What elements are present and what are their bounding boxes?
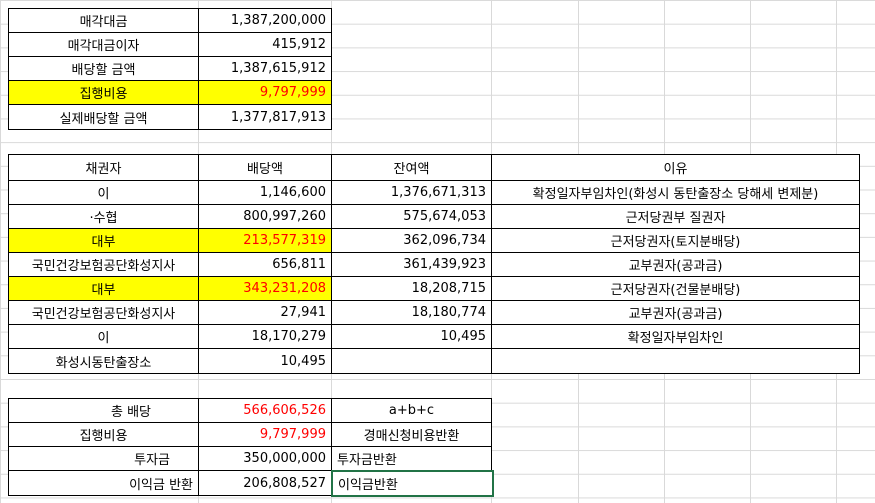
totals-note-cell[interactable]: 경매신청비용반환 — [331, 422, 492, 447]
amount-cell[interactable]: 343,231,208 — [198, 276, 332, 301]
amount-cell[interactable]: 27,941 — [198, 300, 332, 325]
remaining-cell[interactable]: 10,495 — [331, 324, 492, 349]
reason-cell[interactable]: 근저당권자(건물분배당) — [491, 276, 860, 301]
reason-cell[interactable]: 근저당권부 질권자 — [491, 204, 860, 229]
reason-cell[interactable]: 교부권자(공과금) — [491, 252, 860, 277]
creditor-cell[interactable]: 이 — [8, 324, 199, 349]
reason-cell[interactable]: 확정일자부임차인(화성시 동탄출장소 당해세 변제분) — [491, 180, 860, 205]
selected-cell[interactable]: 이익금반환 — [331, 470, 494, 497]
summary-value-cell[interactable]: 1,377,817,913 — [198, 104, 332, 130]
totals-label-cell[interactable]: 총 배당 — [8, 398, 199, 423]
summary-label-cell[interactable]: 매각대금 — [8, 8, 199, 33]
creditor-cell[interactable]: 국민건강보험공단화성지사 — [8, 300, 199, 325]
amount-cell[interactable]: 800,997,260 — [198, 204, 332, 229]
amount-cell[interactable]: 18,170,279 — [198, 324, 332, 349]
reason-cell[interactable]: 확정일자부임차인 — [491, 324, 860, 349]
summary-label-cell[interactable]: 배당할 금액 — [8, 56, 199, 81]
creditor-cell[interactable]: 화성시동탄출장소 — [8, 348, 199, 374]
remaining-cell[interactable]: 362,096,734 — [331, 228, 492, 253]
summary-value-cell[interactable]: 415,912 — [198, 32, 332, 57]
amount-cell[interactable]: 213,577,319 — [198, 228, 332, 253]
header-cell-creditor[interactable]: 채권자 — [8, 154, 199, 181]
totals-value-cell[interactable]: 350,000,000 — [198, 446, 332, 471]
summary-value-cell[interactable]: 1,387,615,912 — [198, 56, 332, 81]
totals-label-cell[interactable]: 이익금 반환 — [8, 470, 199, 496]
remaining-cell[interactable] — [331, 348, 492, 374]
amount-cell[interactable]: 656,811 — [198, 252, 332, 277]
header-cell-remaining[interactable]: 잔여액 — [331, 154, 492, 181]
totals-note-cell[interactable]: 투자금반환 — [331, 446, 492, 471]
reason-cell[interactable]: 근저당권자(토지분배당) — [491, 228, 860, 253]
remaining-cell[interactable]: 1,376,671,313 — [331, 180, 492, 205]
totals-value-cell[interactable]: 206,808,527 — [198, 470, 332, 496]
remaining-cell[interactable]: 361,439,923 — [331, 252, 492, 277]
totals-value-cell[interactable]: 566,606,526 — [198, 398, 332, 423]
remaining-cell[interactable]: 18,208,715 — [331, 276, 492, 301]
totals-note-cell[interactable]: a+b+c — [331, 398, 492, 423]
summary-value-cell[interactable]: 1,387,200,000 — [198, 8, 332, 33]
summary-value-cell[interactable]: 9,797,999 — [198, 80, 332, 105]
creditor-cell[interactable]: 이 — [8, 180, 199, 205]
remaining-cell[interactable]: 575,674,053 — [331, 204, 492, 229]
creditor-cell[interactable]: 국민건강보험공단화성지사 — [8, 252, 199, 277]
creditor-cell[interactable]: ·수협 — [8, 204, 199, 229]
header-cell-reason[interactable]: 이유 — [491, 154, 860, 181]
totals-label-cell[interactable]: 투자금 — [8, 446, 199, 471]
reason-cell[interactable] — [491, 348, 860, 374]
amount-cell[interactable]: 1,146,600 — [198, 180, 332, 205]
header-cell-amount[interactable]: 배당액 — [198, 154, 332, 181]
remaining-cell[interactable]: 18,180,774 — [331, 300, 492, 325]
creditor-cell[interactable]: 대부 — [8, 228, 199, 253]
creditor-cell[interactable]: 대부 — [8, 276, 199, 301]
reason-cell[interactable]: 교부권자(공과금) — [491, 300, 860, 325]
summary-label-cell[interactable]: 매각대금이자 — [8, 32, 199, 57]
totals-label-cell[interactable]: 집행비용 — [8, 422, 199, 447]
summary-label-cell[interactable]: 집행비용 — [8, 80, 199, 105]
totals-value-cell[interactable]: 9,797,999 — [198, 422, 332, 447]
amount-cell[interactable]: 10,495 — [198, 348, 332, 374]
summary-label-cell[interactable]: 실제배당할 금액 — [8, 104, 199, 130]
